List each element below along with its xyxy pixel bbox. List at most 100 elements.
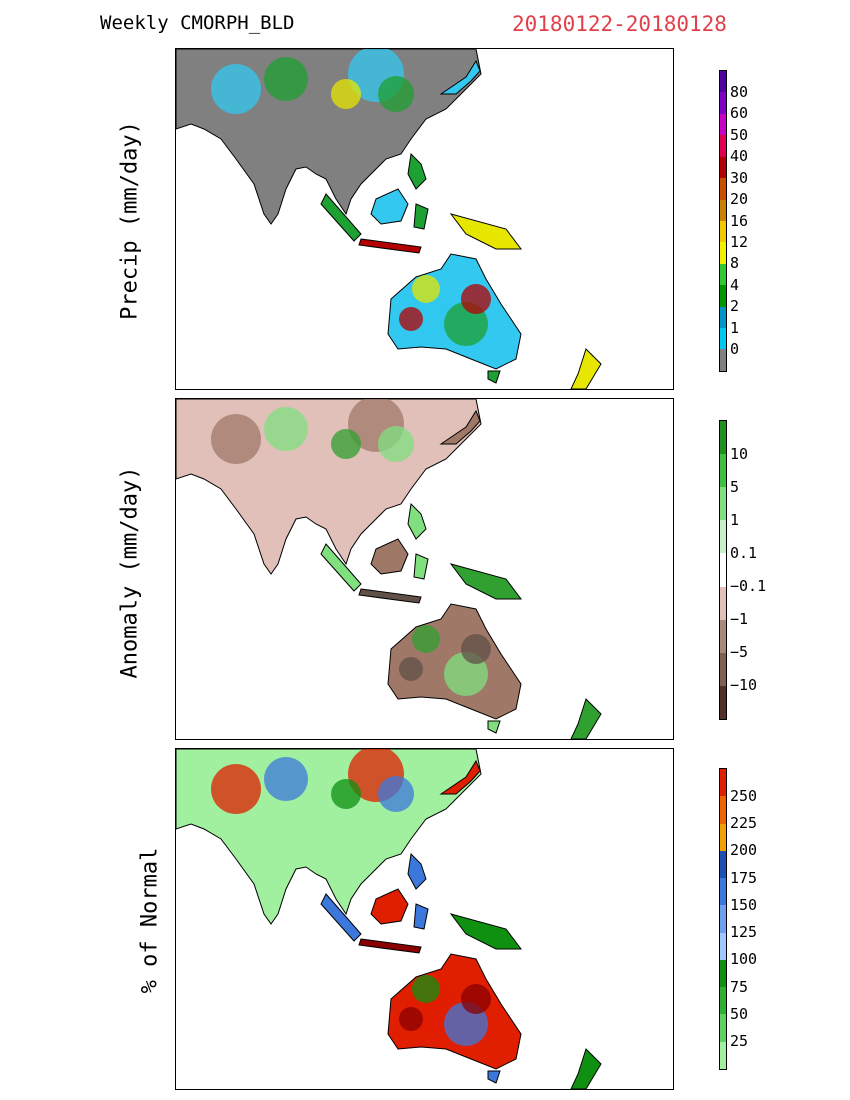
land-region — [370, 188, 409, 225]
land-region — [407, 152, 427, 190]
colorbar-tick-label: 50 — [730, 125, 749, 144]
colorbar-tick-label: 0.1 — [730, 543, 758, 562]
colorbar-tick-label: 5 — [730, 477, 740, 496]
land-region — [439, 59, 481, 95]
colorbar-segment — [720, 454, 726, 488]
colorbar-segment — [720, 178, 726, 200]
colorbar-segment — [720, 685, 726, 719]
colorbar-tick-label: 25 — [730, 1032, 749, 1051]
colorbar-segment — [720, 796, 726, 824]
field-patch — [331, 79, 361, 109]
colorbar-tick-label: −0.1 — [730, 577, 767, 596]
colorbar-anomaly — [719, 420, 727, 720]
colorbar-segment — [720, 850, 726, 879]
colorbar-segment — [720, 285, 726, 307]
land-region — [320, 893, 362, 942]
field-patch — [331, 779, 361, 809]
field-patch — [399, 307, 423, 331]
colorbar-segment — [720, 220, 726, 243]
colorbar-tick-label: −10 — [730, 676, 758, 695]
land-region — [407, 502, 427, 540]
land-region — [407, 852, 427, 890]
colorbar-segment — [720, 199, 726, 221]
field-patch — [461, 984, 491, 1014]
colorbar-segment — [720, 619, 726, 653]
colorbar-segment — [720, 905, 726, 933]
colorbar-tick-label: 10 — [730, 444, 749, 463]
colorbar-segment — [720, 520, 726, 554]
colorbar-tick-label: −5 — [730, 643, 749, 662]
colorbar-tick-label: 100 — [730, 950, 758, 969]
field-patch — [378, 776, 414, 812]
field-patch — [264, 407, 308, 451]
field-patch — [264, 57, 308, 101]
colorbar-tick-label: 175 — [730, 868, 758, 887]
colorbar-tick-label: 20 — [730, 190, 749, 209]
colorbar-percent-normal — [719, 768, 727, 1070]
field-patch — [412, 975, 440, 1003]
land-region — [320, 193, 362, 242]
colorbar-tick-label: 4 — [730, 275, 740, 294]
colorbar-tick-label: 225 — [730, 814, 758, 833]
land-region — [370, 538, 409, 575]
colorbar-segment — [720, 652, 726, 686]
land-region — [570, 698, 602, 739]
field-patch — [331, 429, 361, 459]
field-patch — [412, 275, 440, 303]
colorbar-segment — [720, 328, 726, 350]
land-region — [487, 1070, 501, 1084]
colorbar-tick-label: 60 — [730, 104, 749, 123]
colorbar-tick-label: 75 — [730, 977, 749, 996]
field-patch — [461, 634, 491, 664]
colorbar-segment — [720, 242, 726, 264]
colorbar-tick-label: 2 — [730, 297, 740, 316]
land-region — [358, 938, 422, 954]
colorbar-tick-label: 1 — [730, 318, 740, 337]
colorbar-segment — [720, 769, 726, 797]
colorbar-segment — [720, 932, 726, 960]
colorbar-tick-label: 16 — [730, 211, 749, 230]
map-panel-anomaly — [175, 398, 674, 740]
field-patch — [264, 757, 308, 801]
ylabel-percent-normal: % of Normal — [137, 847, 163, 994]
precip-map — [176, 49, 602, 389]
colorbar-segment — [720, 823, 726, 851]
colorbar-segment — [720, 553, 726, 587]
colorbar-segment — [720, 421, 726, 455]
colorbar-segment — [720, 1041, 726, 1069]
percent-normal-map — [176, 749, 602, 1089]
colorbar-segment — [720, 586, 726, 620]
colorbar-segment — [720, 306, 726, 329]
land-region — [370, 888, 409, 925]
colorbar-segment — [720, 878, 726, 906]
colorbar-segment — [720, 113, 726, 136]
land-region — [449, 913, 522, 950]
field-patch — [399, 657, 423, 681]
colorbar-segment — [720, 987, 726, 1015]
colorbar-tick-label: 8 — [730, 254, 740, 273]
colorbar-segment — [720, 92, 726, 114]
anomaly-map — [176, 399, 602, 739]
land-region — [487, 370, 501, 384]
field-patch — [211, 64, 261, 114]
land-region — [358, 588, 422, 604]
colorbar-tick-label: 40 — [730, 147, 749, 166]
colorbar-tick-label: 50 — [730, 1004, 749, 1023]
land-region — [570, 348, 602, 389]
colorbar-tick-label: 250 — [730, 786, 758, 805]
colorbar-tick-label: 1 — [730, 510, 740, 529]
colorbar-tick-label: 125 — [730, 923, 758, 942]
colorbar-precip — [719, 70, 727, 372]
colorbar-tick-label: 80 — [730, 82, 749, 101]
field-patch — [378, 76, 414, 112]
field-patch — [412, 625, 440, 653]
field-patch — [211, 764, 261, 814]
ylabel-anomaly: Anomaly (mm/day) — [117, 466, 143, 679]
map-panel-percent-normal — [175, 748, 674, 1090]
colorbar-segment — [720, 156, 726, 179]
land-region — [449, 213, 522, 250]
land-region — [487, 720, 501, 734]
field-patch — [211, 414, 261, 464]
colorbar-tick-label: 12 — [730, 232, 749, 251]
land-region — [358, 238, 422, 254]
